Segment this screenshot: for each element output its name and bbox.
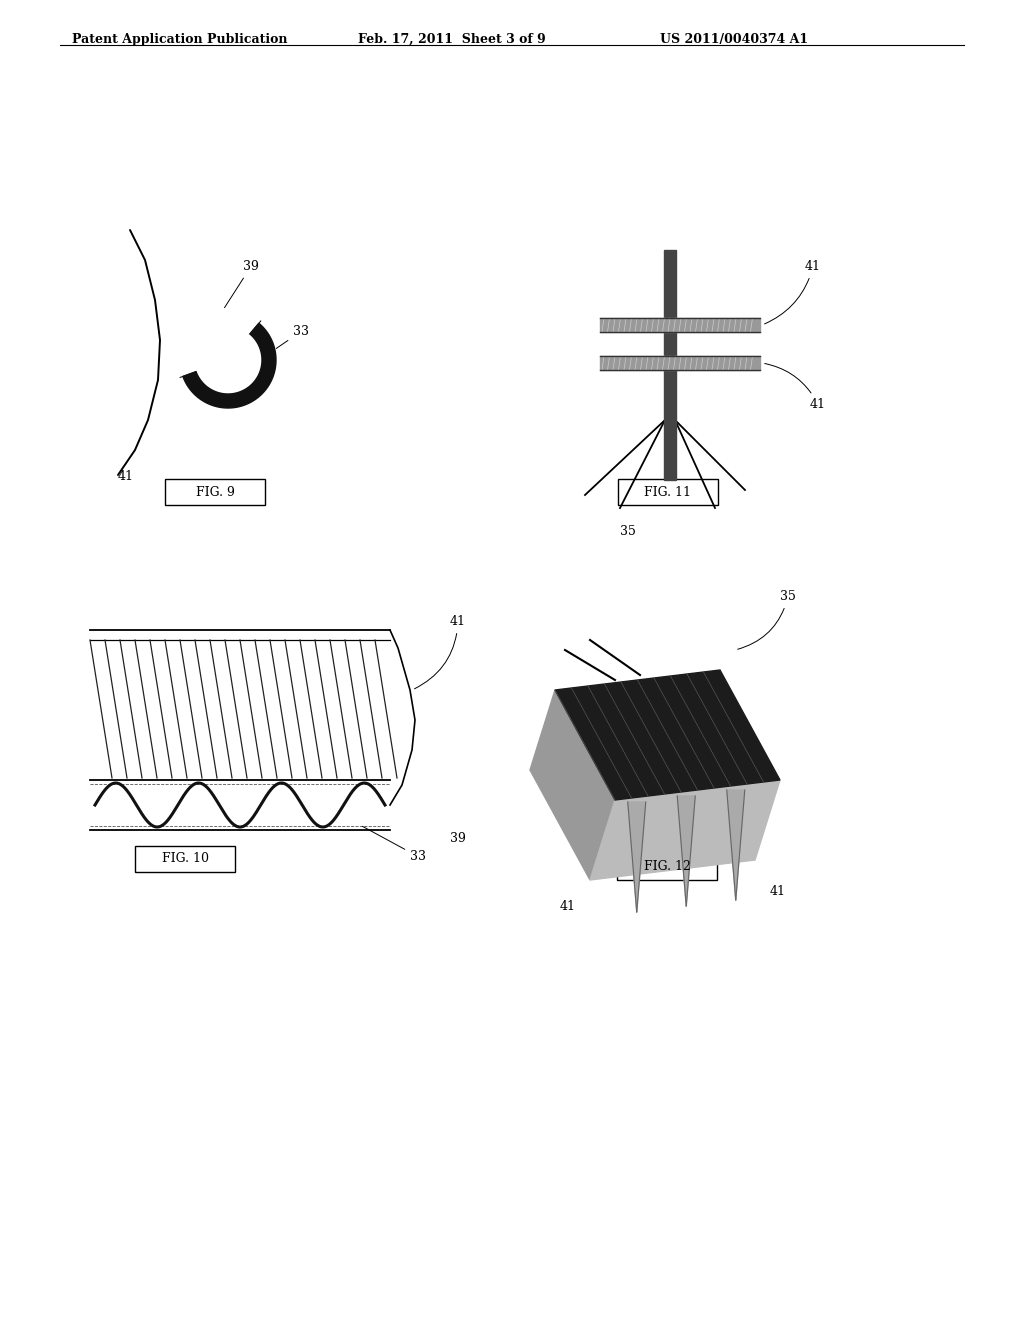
Text: 41: 41 [415,615,466,689]
Polygon shape [628,803,646,912]
Text: 41: 41 [118,470,134,483]
Text: 35: 35 [620,525,636,539]
Bar [600,318,760,333]
Text: 35: 35 [737,590,796,649]
Text: 41: 41 [770,884,786,898]
Bar [618,479,718,506]
Text: FIG. 9: FIG. 9 [196,486,234,499]
Text: FIG. 11: FIG. 11 [644,486,691,499]
Text: Patent Application Publication: Patent Application Publication [72,33,288,46]
Bar [135,846,234,873]
Bar [664,249,676,480]
Text: 41: 41 [765,363,826,411]
Bar [600,356,760,370]
Text: FIG. 12: FIG. 12 [643,861,690,874]
Bar [617,854,717,880]
Text: 39: 39 [450,832,466,845]
Text: 41: 41 [765,260,821,323]
Text: 33: 33 [276,325,309,348]
Text: Feb. 17, 2011  Sheet 3 of 9: Feb. 17, 2011 Sheet 3 of 9 [358,33,546,46]
Polygon shape [530,690,615,880]
Polygon shape [727,789,744,900]
Polygon shape [183,323,276,408]
Text: FIG. 10: FIG. 10 [162,853,209,866]
Text: 39: 39 [224,260,259,308]
Text: 33: 33 [362,826,426,863]
Bar [165,479,265,506]
Text: 41: 41 [560,900,575,913]
Polygon shape [677,796,695,906]
Polygon shape [555,671,780,800]
Text: US 2011/0040374 A1: US 2011/0040374 A1 [660,33,808,46]
Polygon shape [590,780,780,880]
